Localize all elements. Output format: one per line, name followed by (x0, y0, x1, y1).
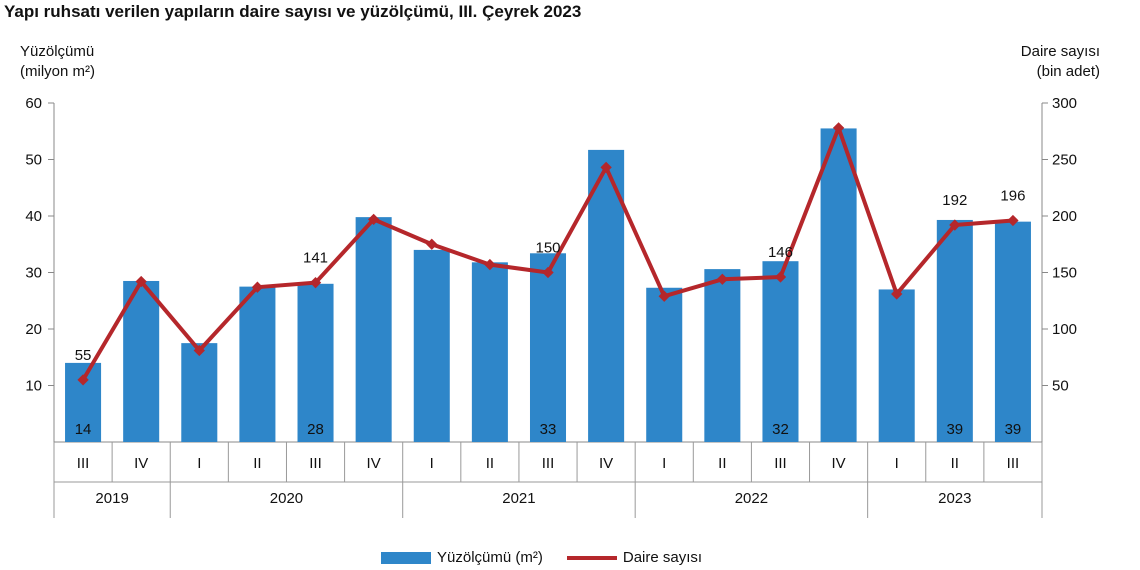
line-data-label: 55 (75, 347, 92, 364)
bar-data-label: 39 (1005, 421, 1022, 438)
legend: Yüzölçümü (m²) Daire sayısı (381, 549, 702, 566)
line-data-label: 192 (942, 192, 967, 209)
y-left-tick-label: 20 (25, 321, 42, 338)
x-tick-label: IV (134, 455, 148, 472)
legend-line-swatch (566, 555, 617, 560)
line-point (949, 219, 961, 231)
bar-data-label: 14 (75, 421, 92, 438)
x-tick-label: IV (599, 455, 613, 472)
chart-title: Yapı ruhsatı verilen yapıların daire say… (4, 2, 582, 21)
bar (529, 253, 567, 442)
x-tick-label: II (951, 455, 959, 472)
bar (878, 289, 915, 442)
y-left-axis-label: Yüzölçümü (milyon m²) (20, 42, 95, 82)
line-point (484, 258, 496, 271)
line-point (658, 290, 670, 302)
line-point (251, 281, 264, 293)
x-year-label: 2022 (735, 490, 768, 507)
line-data-label: 196 (1000, 188, 1025, 205)
bar (123, 280, 160, 442)
legend-bar-swatch (381, 551, 431, 564)
line-point (135, 275, 147, 288)
combo-chart: 10 20 30 40 50 60 50 100 150 200 250 300 14 28 33 32 39 3… (25, 95, 1077, 518)
line-data-label: 146 (768, 244, 793, 261)
bar (936, 219, 973, 442)
y-left-tick-label: 60 (25, 95, 42, 112)
x-tick-label: III (542, 455, 555, 472)
y-right-tick-label: 100 (1052, 321, 1077, 338)
x-tick-label: IV (367, 455, 381, 472)
y-right-tick-label: 150 (1052, 265, 1077, 282)
x-year-label: 2021 (502, 490, 535, 507)
y-right-axis-label: Daire sayısı (bin adet) (1021, 42, 1100, 82)
line-point (309, 277, 322, 289)
line-point (774, 271, 787, 283)
y-left-tick-label: 30 (25, 265, 42, 282)
y-left-tick-label: 10 (25, 378, 42, 395)
bar (704, 269, 741, 442)
x-tick-label: II (486, 455, 494, 472)
bar-data-label: 39 (946, 421, 963, 438)
line-data-label: 141 (303, 250, 328, 267)
line-point (716, 273, 729, 285)
y-right-axis-label-line2: (bin adet) (1036, 63, 1100, 80)
x-tick-label: III (77, 455, 90, 472)
x-year-label: 2023 (938, 490, 971, 507)
bar-data-label: 32 (772, 421, 789, 438)
line-data-label: 150 (535, 240, 560, 257)
bar-data-label: 33 (540, 421, 557, 438)
y-right-tick-label: 50 (1052, 378, 1069, 395)
bar (994, 221, 1031, 442)
y-left-tick-label: 50 (25, 152, 42, 169)
y-right-tick-label: 250 (1052, 152, 1077, 169)
line-point (542, 266, 554, 279)
x-tick-label: I (662, 455, 666, 472)
x-tick-label: II (253, 455, 261, 472)
bar (297, 283, 334, 442)
y-left-tick-label: 40 (25, 208, 42, 225)
x-year-label: 2020 (270, 490, 303, 507)
line-point (193, 344, 205, 357)
y-right-tick-label: 200 (1052, 208, 1077, 225)
x-tick-label: I (895, 455, 899, 472)
x-year-label: 2019 (95, 490, 128, 507)
y-left-axis-label-line2: (milyon m²) (20, 63, 95, 80)
x-tick-label: III (1007, 455, 1020, 472)
line-point (1007, 214, 1019, 227)
bar-data-label: 28 (307, 421, 324, 438)
x-tick-label: III (309, 455, 322, 472)
bar (762, 261, 799, 442)
bar (471, 262, 508, 442)
x-tick-label: I (430, 455, 434, 472)
line-point (426, 238, 438, 250)
y-left-axis-label-line1: Yüzölçümü (20, 43, 95, 60)
y-right-axis-label-line1: Daire sayısı (1020, 43, 1100, 60)
line-point (891, 288, 903, 300)
line-point (367, 213, 380, 226)
x-tick-label: I (197, 455, 201, 472)
bar (239, 286, 276, 442)
line-point (600, 161, 612, 174)
y-right-tick-label: 300 (1052, 95, 1077, 112)
legend-line-label: Daire sayısı (622, 549, 703, 566)
legend-bar-label: Yüzölçümü (m²) (437, 549, 543, 566)
bar (646, 287, 683, 442)
bar (355, 217, 392, 442)
bar (181, 343, 218, 442)
bar (413, 249, 450, 442)
x-tick-label: III (774, 455, 787, 472)
x-tick-label: II (718, 455, 726, 472)
bar (820, 128, 857, 443)
x-tick-label: IV (831, 455, 845, 472)
